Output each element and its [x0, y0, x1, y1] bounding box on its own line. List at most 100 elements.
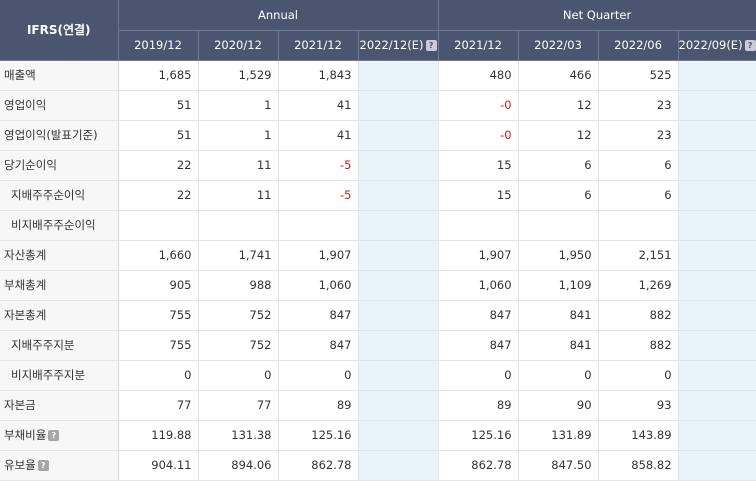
value-cell	[678, 240, 756, 271]
value-cell: 0	[118, 360, 199, 391]
value-cell	[358, 120, 439, 151]
value-cell: 862.78	[437, 450, 519, 481]
value-cell	[598, 210, 679, 241]
value-cell: 119.88	[118, 420, 199, 451]
value-cell: 847	[278, 300, 359, 331]
period-label: 2019/12	[134, 38, 182, 52]
value-cell: 77	[118, 390, 199, 421]
value-cell: 51	[118, 90, 199, 121]
value-cell	[678, 60, 756, 91]
period-label: 2021/12	[454, 38, 502, 52]
value-cell: 51	[118, 120, 199, 151]
table-row: 영업이익 51 1 41 -0 12 23	[0, 90, 756, 121]
value-cell: 1,060	[437, 270, 519, 301]
value-cell: 847	[278, 330, 359, 361]
value-cell: 862.78	[278, 450, 359, 481]
help-icon[interactable]: ?	[744, 40, 756, 51]
value-cell	[678, 330, 756, 361]
row-label[interactable]: 비지배주주순이익	[0, 210, 119, 241]
value-cell	[678, 390, 756, 421]
period-label: 2022/09(E)	[678, 38, 743, 52]
value-cell: 2,151	[598, 240, 679, 271]
row-label[interactable]: 부채총계	[0, 270, 119, 301]
value-cell: -0	[437, 90, 519, 121]
value-cell: 125.16	[437, 420, 519, 451]
row-label-text: 유보율	[4, 458, 36, 472]
value-cell: 23	[598, 120, 679, 151]
value-cell: 988	[198, 270, 279, 301]
value-cell	[358, 150, 439, 181]
row-label[interactable]: 영업이익	[0, 90, 119, 121]
value-cell	[678, 300, 756, 331]
table-row: 자산총계 1,660 1,741 1,907 1,907 1,950 2,151	[0, 240, 756, 271]
value-cell: 480	[437, 60, 519, 91]
value-cell: 1,685	[118, 60, 199, 91]
value-cell	[358, 330, 439, 361]
period-label: 2020/12	[214, 38, 262, 52]
value-cell	[518, 210, 599, 241]
value-cell	[358, 270, 439, 301]
net-quarter-group-header: Net Quarter	[438, 0, 756, 31]
row-label[interactable]: 자산총계	[0, 240, 119, 271]
row-label-text: 매출액	[4, 68, 36, 82]
value-cell: 752	[198, 300, 279, 331]
value-cell	[118, 210, 199, 241]
value-cell: 41	[278, 120, 359, 151]
value-cell: 0	[278, 360, 359, 391]
row-label-text: 지배주주지분	[11, 338, 75, 352]
row-label-text: 부채총계	[4, 278, 47, 292]
row-label-text: 자본총계	[4, 308, 47, 322]
row-label[interactable]: 지배주주순이익	[0, 180, 119, 211]
table-row: 비지배주주순이익	[0, 210, 756, 241]
period-header-4: 2021/12	[438, 30, 519, 61]
row-label-text: 자산총계	[4, 248, 47, 262]
value-cell: 131.38	[198, 420, 279, 451]
value-cell: 847.50	[518, 450, 599, 481]
value-cell: 1,907	[437, 240, 519, 271]
row-label-text: 지배주주순이익	[11, 188, 86, 202]
value-cell: 1	[198, 90, 279, 121]
row-label[interactable]: 유보율?	[0, 450, 119, 481]
value-cell: 6	[518, 180, 599, 211]
table-row: 자본총계 755 752 847 847 841 882	[0, 300, 756, 331]
table-row: 자본금 77 77 89 89 90 93	[0, 390, 756, 421]
value-cell: 12	[518, 120, 599, 151]
value-cell: 143.89	[598, 420, 679, 451]
value-cell: 90	[518, 390, 599, 421]
row-label[interactable]: 부채비율?	[0, 420, 119, 451]
value-cell: 882	[598, 330, 679, 361]
help-icon[interactable]: ?	[48, 430, 60, 441]
row-label-text: 영업이익(발표기준)	[4, 128, 98, 142]
value-cell	[678, 150, 756, 181]
value-cell	[198, 210, 279, 241]
row-label[interactable]: 당기순이익	[0, 150, 119, 181]
value-cell: 11	[198, 150, 279, 181]
period-header-5: 2022/03	[518, 30, 599, 61]
value-cell: 466	[518, 60, 599, 91]
value-cell: 894.06	[198, 450, 279, 481]
help-icon[interactable]: ?	[425, 40, 437, 51]
row-label[interactable]: 영업이익(발표기준)	[0, 120, 119, 151]
row-label[interactable]: 지배주주지분	[0, 330, 119, 361]
row-label[interactable]: 비지배주주지분	[0, 360, 119, 391]
value-cell: 15	[437, 150, 519, 181]
value-cell	[358, 240, 439, 271]
value-cell: 1,529	[198, 60, 279, 91]
value-cell: 1,843	[278, 60, 359, 91]
row-label[interactable]: 매출액	[0, 60, 119, 91]
value-cell: 0	[518, 360, 599, 391]
value-cell: 22	[118, 180, 199, 211]
value-cell: 841	[518, 300, 599, 331]
value-cell: -0	[437, 120, 519, 151]
row-label-text: 부채비율	[4, 428, 47, 442]
row-label[interactable]: 자본금	[0, 390, 119, 421]
value-cell: -5	[278, 180, 359, 211]
value-cell: 77	[198, 390, 279, 421]
value-cell: 6	[518, 150, 599, 181]
row-label-text: 영업이익	[4, 98, 47, 112]
help-icon[interactable]: ?	[37, 460, 49, 471]
value-cell: 1,907	[278, 240, 359, 271]
value-cell: 6	[598, 180, 679, 211]
row-label[interactable]: 자본총계	[0, 300, 119, 331]
